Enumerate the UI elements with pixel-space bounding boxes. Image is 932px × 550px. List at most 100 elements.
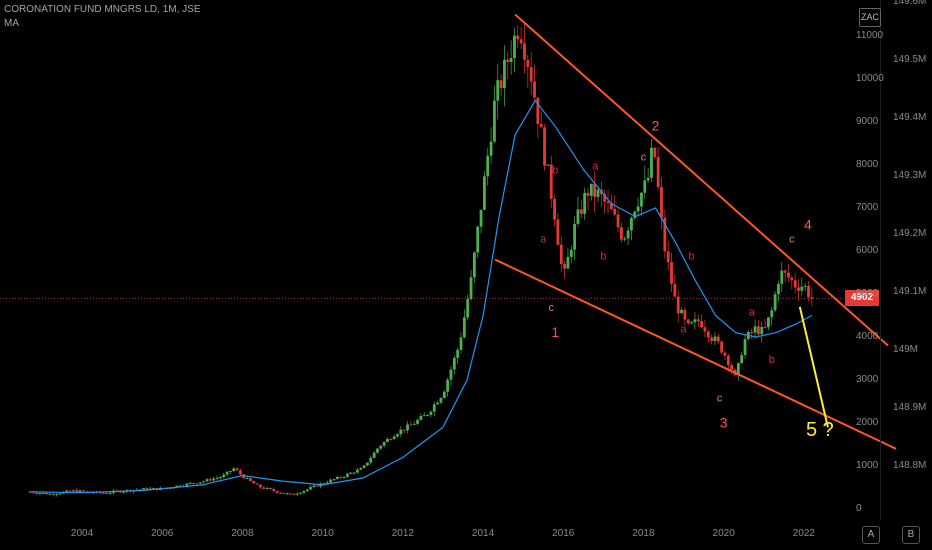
candle-body (51, 493, 55, 495)
candle-body (509, 58, 513, 62)
candle-body (198, 482, 202, 484)
candle-body (45, 492, 49, 495)
candle-body (619, 227, 623, 240)
candle-body (673, 283, 677, 297)
candle-body (85, 491, 89, 493)
candle-body (416, 419, 419, 424)
wave-label: 4 (804, 217, 812, 233)
candle-body (676, 296, 680, 314)
candle-body (426, 414, 429, 416)
candle-body (312, 485, 316, 488)
candle-body (656, 157, 660, 188)
candle-body (178, 485, 182, 487)
candle-body (399, 429, 403, 435)
y-tick-label: 2000 (856, 417, 879, 428)
candle-body (235, 468, 239, 471)
candle-body (763, 327, 767, 329)
candle-body (315, 485, 319, 487)
candle-body (305, 489, 309, 491)
candle-body (736, 363, 740, 376)
wave-label: a (749, 307, 756, 319)
candle-body (576, 209, 580, 224)
candle-body (218, 477, 222, 479)
candle-body (476, 226, 480, 253)
wave-label: c (789, 233, 795, 245)
candle-body (523, 43, 526, 60)
candle-body (68, 490, 72, 492)
candle-body (245, 478, 249, 480)
upper-channel-line (514, 13, 889, 347)
candle-body (389, 438, 393, 440)
candle-body (559, 244, 563, 265)
x-tick-label: 2010 (311, 528, 334, 539)
candle-body (449, 369, 453, 380)
candle-body (726, 355, 730, 365)
candle-body (356, 469, 359, 473)
candle-body (342, 476, 346, 478)
y-tick-label: 6000 (856, 245, 879, 256)
candle-body (613, 208, 617, 215)
candle-body (516, 35, 520, 40)
candle-body (48, 493, 52, 495)
candle-body (503, 59, 506, 89)
candle-body (299, 492, 302, 494)
candle-body (38, 493, 42, 495)
y-tick-label: 3000 (856, 374, 879, 385)
candle-body (446, 379, 450, 392)
candle-body (643, 180, 647, 193)
candle-body (539, 123, 543, 128)
candle-body (386, 438, 389, 443)
right-axis-tick-label: 149.1M (893, 286, 927, 297)
candle-body (743, 339, 747, 356)
candle-body (716, 336, 720, 342)
x-tick-label: 2004 (70, 528, 94, 539)
candle-body (322, 483, 326, 485)
y-tick-label: 9000 (856, 116, 879, 127)
candle-body (145, 488, 149, 491)
candle-body (439, 398, 443, 403)
candle-body (807, 285, 810, 298)
candle-body (175, 485, 179, 488)
candle-body (122, 491, 125, 493)
candle-body (793, 280, 797, 288)
currency-badge[interactable]: ZAC (859, 8, 881, 27)
wave-label: c (548, 302, 554, 314)
y-tick-label: 11000 (856, 30, 884, 41)
candle-body (392, 436, 396, 440)
log-scale-button[interactable]: B (902, 526, 920, 544)
wave-label: a (592, 160, 599, 172)
candle-body (71, 490, 75, 492)
candle-body (797, 287, 800, 291)
x-tick-label: 2014 (471, 528, 495, 539)
candle-body (282, 493, 286, 495)
candle-body (720, 341, 724, 353)
wave-label: b (600, 251, 606, 263)
indicator-label[interactable]: MA (4, 18, 19, 29)
x-tick-label: 2006 (151, 528, 174, 539)
candle-body (536, 97, 540, 124)
candle-body (496, 80, 500, 101)
candle-body (222, 474, 226, 478)
candle-body (583, 192, 587, 214)
candle-body (589, 183, 593, 196)
candle-body (265, 487, 269, 489)
candle-body (640, 192, 643, 207)
candle-body (723, 352, 727, 356)
candle-body (188, 482, 192, 484)
candle-body (75, 490, 79, 493)
candle-body (215, 477, 219, 479)
wave-label: b (689, 251, 695, 263)
candle-body (696, 319, 700, 322)
y-tick-label: 4000 (856, 331, 879, 342)
y-tick-label: 10000 (856, 73, 884, 84)
candle-body (767, 317, 770, 328)
candle-body (81, 490, 85, 492)
right-axis-tick-label: 148.8M (893, 460, 927, 471)
candle-body (372, 452, 376, 458)
auto-scale-button[interactable]: A (862, 526, 880, 544)
candle-body (787, 272, 790, 278)
candle-body (773, 294, 777, 311)
candle-body (586, 192, 590, 196)
